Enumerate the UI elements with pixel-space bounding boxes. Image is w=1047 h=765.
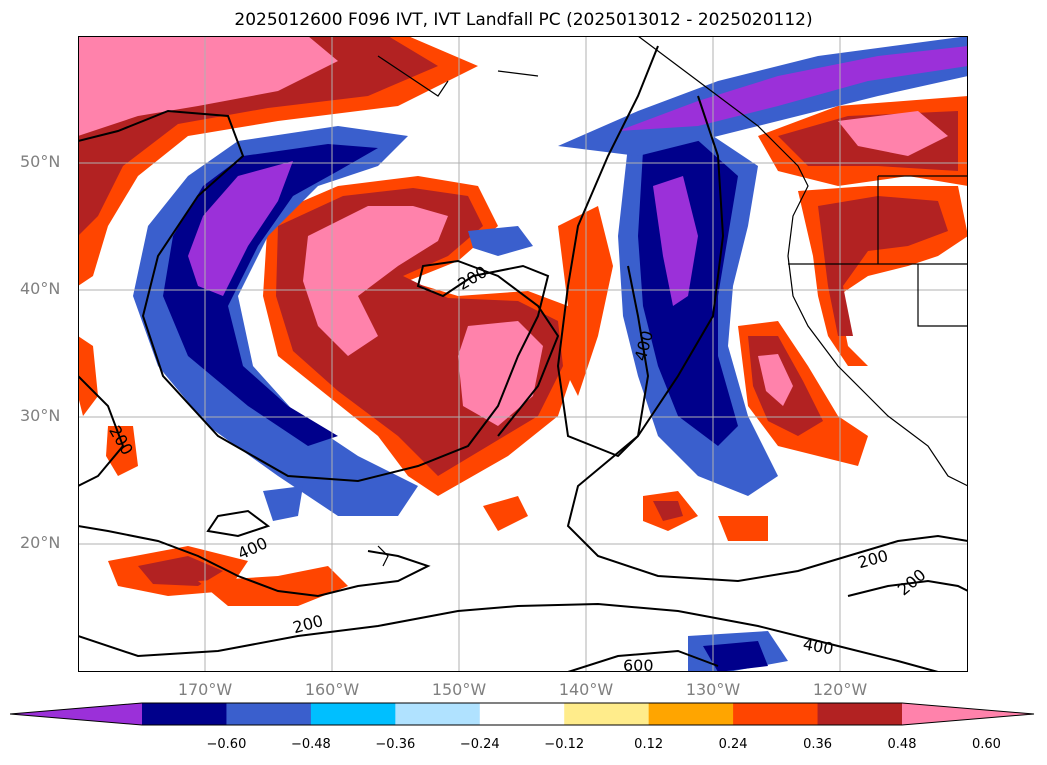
ivt-map: 200 200 400 200 400 600 200 400 200 bbox=[78, 36, 968, 672]
contour-label: 600 bbox=[623, 656, 654, 672]
lon-label-130w: 130°W bbox=[686, 680, 740, 699]
lon-label-140w: 140°W bbox=[559, 680, 613, 699]
colorbar-segment bbox=[395, 703, 480, 725]
colorbar-extend-low bbox=[10, 703, 142, 725]
colorbar-tick-label: −0.12 bbox=[544, 737, 584, 752]
lon-label-160w: 160°W bbox=[305, 680, 359, 699]
colorbar-segment bbox=[480, 703, 565, 725]
contour-label: 400 bbox=[802, 634, 835, 658]
colorbar-segment bbox=[142, 703, 227, 725]
contour-label: 200 bbox=[856, 546, 890, 572]
colorbar-segment bbox=[564, 703, 649, 725]
map-title: 2025012600 F096 IVT, IVT Landfall PC (20… bbox=[0, 10, 1047, 30]
lon-label-150w: 150°W bbox=[432, 680, 486, 699]
colorbar-tick-label: −0.48 bbox=[291, 737, 331, 752]
colorbar-segment bbox=[818, 703, 903, 725]
colorbar-extend-high bbox=[902, 703, 1034, 725]
colorbar-segment bbox=[311, 703, 396, 725]
colorbar-tick-label: 0.12 bbox=[634, 737, 663, 752]
map-panel[interactable]: 200 200 400 200 400 600 200 400 200 bbox=[78, 36, 968, 672]
lat-label-20n: 20°N bbox=[20, 533, 60, 552]
colorbar-tick-label: −0.24 bbox=[460, 737, 500, 752]
colorbar-segment bbox=[226, 703, 311, 725]
contour-label: 400 bbox=[235, 533, 271, 563]
lat-label-50n: 50°N bbox=[20, 152, 60, 171]
colorbar-segment bbox=[649, 703, 734, 725]
colorbar-tick-label: 0.24 bbox=[719, 737, 748, 752]
lat-label-30n: 30°N bbox=[20, 406, 60, 425]
lat-label-40n: 40°N bbox=[20, 279, 60, 298]
lon-label-120w: 120°W bbox=[813, 680, 867, 699]
colorbar-tick-label: 0.48 bbox=[888, 737, 917, 752]
colorbar-tick-label: 0.60 bbox=[972, 737, 1001, 752]
contour-label: 200 bbox=[894, 565, 930, 599]
colorbar-segment bbox=[733, 703, 818, 725]
colorbar bbox=[10, 700, 1036, 728]
contour-label: 200 bbox=[454, 262, 490, 294]
lon-label-170w: 170°W bbox=[178, 680, 232, 699]
colorbar-tick-label: −0.60 bbox=[207, 737, 247, 752]
colorbar-tick-label: −0.36 bbox=[375, 737, 415, 752]
colorbar-tick-label: 0.36 bbox=[803, 737, 832, 752]
